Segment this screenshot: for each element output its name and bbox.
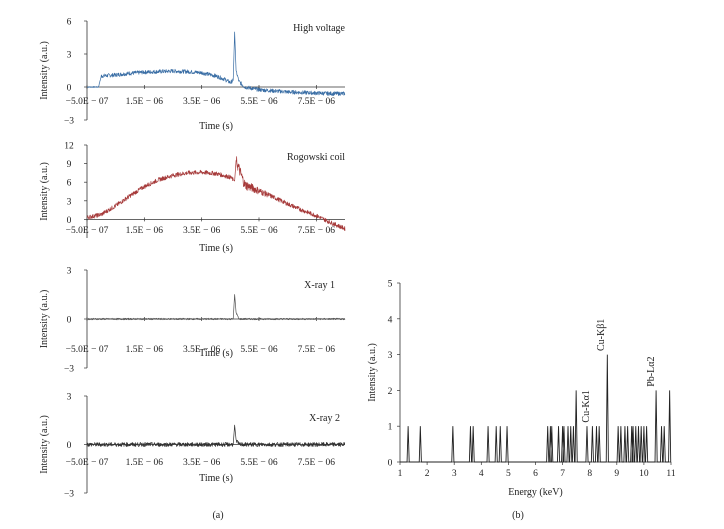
x-tick-label: 6 xyxy=(533,469,538,479)
y-tick-label: 3 xyxy=(67,197,72,207)
x-tick-label: 8 xyxy=(587,469,592,479)
x-tick-label: −5.0E − 07 xyxy=(66,97,109,107)
series-line-x-ray-1 xyxy=(86,294,346,321)
series-label-x-ray-1: X-ray 1 xyxy=(304,280,335,291)
peak-annotation: Pb-Lα2 xyxy=(646,357,657,387)
x-tick-label: 3.5E − 06 xyxy=(183,345,221,355)
y-tick-label: 9 xyxy=(67,160,72,170)
y-tick-label: 3 xyxy=(388,351,393,361)
x-tick-label: 5.5E − 06 xyxy=(240,345,278,355)
y-axis-label: Intensity (a.u.) xyxy=(367,343,378,402)
peak-annotation: Cu-Kα1 xyxy=(581,390,592,422)
x-tick-label: 1.5E − 06 xyxy=(126,458,164,468)
chart-x-ray-1: −3 0 3 −5.0E − 07 1.5E − 06 3.5E − 06 5.5E − 0… xyxy=(39,267,346,375)
x-axis-label: Time (s) xyxy=(199,348,233,359)
x-axis-label: Time (s) xyxy=(199,243,233,254)
panel-label-b: (b) xyxy=(512,510,524,521)
x-tick-label: 7.5E − 06 xyxy=(298,226,336,236)
x-tick-label: 3.5E − 06 xyxy=(183,458,221,468)
y-tick-label: 0 xyxy=(67,84,72,94)
y-tick-label: −3 xyxy=(64,490,74,500)
peak-annotation: Cu-Kβ1 xyxy=(596,319,607,351)
series-label-rogowski-coil: Rogowski coil xyxy=(287,152,345,163)
y-tick-label: 3 xyxy=(67,51,72,61)
y-axis-label: Intensity (a.u.) xyxy=(39,415,50,474)
series-line-high-voltage xyxy=(86,31,346,96)
panel-label-a: (a) xyxy=(212,510,223,521)
x-tick-label: 7.5E − 06 xyxy=(298,97,336,107)
y-tick-label: 2 xyxy=(388,387,393,397)
x-tick-label: −5.0E − 07 xyxy=(66,458,109,468)
y-tick-label: 6 xyxy=(67,18,72,28)
x-tick-label: 1 xyxy=(398,469,403,479)
chart-x-ray-2: −3 0 3 −5.0E − 07 1.5E − 06 3.5E − 06 5.5E − 0… xyxy=(39,393,346,500)
x-axis-label: Time (s) xyxy=(199,121,233,132)
y-tick-label: 0 xyxy=(67,216,72,226)
y-tick-label: 5 xyxy=(388,280,393,290)
y-tick-label: 3 xyxy=(67,267,72,277)
y-axis-label: Intensity (a.u.) xyxy=(39,41,50,100)
x-tick-label: 1.5E − 06 xyxy=(126,345,164,355)
x-tick-label: 2 xyxy=(425,469,430,479)
x-tick-label: 11 xyxy=(666,469,675,479)
x-tick-label: 3.5E − 06 xyxy=(183,97,221,107)
series-label-x-ray-2: X-ray 2 xyxy=(309,413,340,424)
x-tick-label: 5.5E − 06 xyxy=(240,458,278,468)
x-tick-label: 7.5E − 06 xyxy=(298,458,336,468)
x-tick-label: 3.5E − 06 xyxy=(183,226,221,236)
y-tick-label: 6 xyxy=(67,179,72,189)
x-tick-label: 5.5E − 06 xyxy=(240,97,278,107)
x-tick-label: 1.5E − 06 xyxy=(126,226,164,236)
y-tick-label: −3 xyxy=(64,365,74,375)
x-axis-label: Time (s) xyxy=(199,473,233,484)
x-tick-label: 5.5E − 06 xyxy=(240,226,278,236)
x-tick-label: 7 xyxy=(560,469,565,479)
x-tick-label: −5.0E − 07 xyxy=(66,345,109,355)
x-tick-label: 7.5E − 06 xyxy=(298,345,336,355)
x-tick-label: 9 xyxy=(614,469,619,479)
x-tick-label: 3 xyxy=(452,469,457,479)
y-tick-label: 4 xyxy=(388,315,393,325)
x-tick-label: 5 xyxy=(506,469,511,479)
chart-rogowski-coil: 0 3 6 9 12 −5.0E − 07 1.5E − 06 3.5E − 06 5.5E −… xyxy=(39,142,346,254)
x-axis-label: Energy (keV) xyxy=(508,487,563,498)
y-tick-label: 0 xyxy=(388,459,393,469)
series-line-rogowski-coil xyxy=(86,156,346,231)
y-tick-label: 12 xyxy=(64,142,74,152)
x-tick-label: −5.0E − 07 xyxy=(66,226,109,236)
y-axis-label: Intensity (a.u.) xyxy=(39,290,50,349)
x-tick-label: 1.5E − 06 xyxy=(126,97,164,107)
y-tick-label: −3 xyxy=(64,117,74,127)
series-label-high-voltage: High voltage xyxy=(293,23,345,34)
series-line-energy-spectrum xyxy=(400,354,672,463)
x-tick-label: 4 xyxy=(479,469,484,479)
chart-high-voltage: −3 0 3 6 −5.0E − 07 1.5E − 06 3.5E − 06 5.5E − … xyxy=(39,18,346,133)
y-axis-label: Intensity (a.u.) xyxy=(39,162,50,221)
series-line-x-ray-2 xyxy=(86,424,346,447)
y-tick-label: 0 xyxy=(67,441,72,451)
x-tick-label: 10 xyxy=(639,469,649,479)
y-tick-label: 0 xyxy=(67,316,72,326)
y-tick-label: 3 xyxy=(67,393,72,403)
y-tick-label: 1 xyxy=(388,423,393,433)
charts-layer: −3 0 3 6 −5.0E − 07 1.5E − 06 3.5E − 06 5.5E − … xyxy=(39,18,676,500)
